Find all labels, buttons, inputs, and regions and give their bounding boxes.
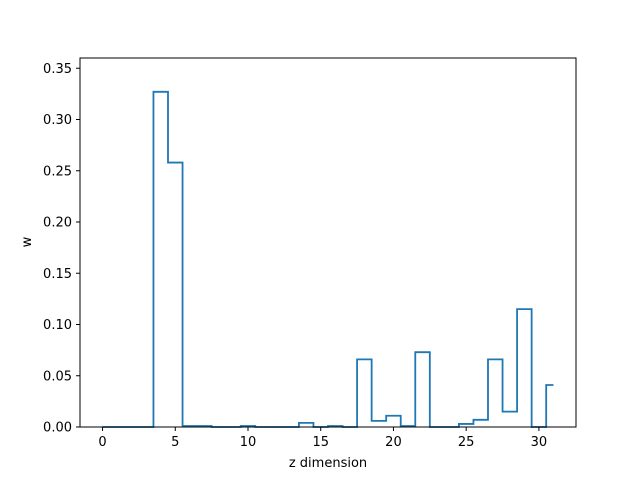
x-tick-label: 25 bbox=[458, 435, 475, 450]
y-tick-label: 0.20 bbox=[43, 216, 72, 231]
axes-frame bbox=[79, 57, 577, 428]
y-tick-label: 0.35 bbox=[43, 62, 72, 77]
x-tick-label: 15 bbox=[312, 435, 329, 450]
x-tick-label: 0 bbox=[98, 435, 106, 450]
x-tick-label: 10 bbox=[240, 435, 257, 450]
y-tick-label: 0.05 bbox=[43, 369, 72, 384]
y-tick-label: 0.10 bbox=[43, 318, 72, 333]
y-tick-label: 0.25 bbox=[43, 164, 72, 179]
y-axis-label: w bbox=[20, 236, 35, 247]
x-tick-label: 5 bbox=[171, 435, 179, 450]
x-tick-label: 20 bbox=[385, 435, 402, 450]
y-tick-label: 0.00 bbox=[43, 421, 72, 436]
x-axis-label: z dimension bbox=[289, 456, 367, 471]
y-tick-label: 0.15 bbox=[43, 267, 72, 282]
x-tick-label: 30 bbox=[531, 435, 548, 450]
y-tick-label: 0.30 bbox=[43, 113, 72, 128]
axes-layer: 0 5 10 15 20 25 30 0.00 0.05 0.10 0.15 0.20 0.25 0.30… bbox=[43, 57, 577, 450]
